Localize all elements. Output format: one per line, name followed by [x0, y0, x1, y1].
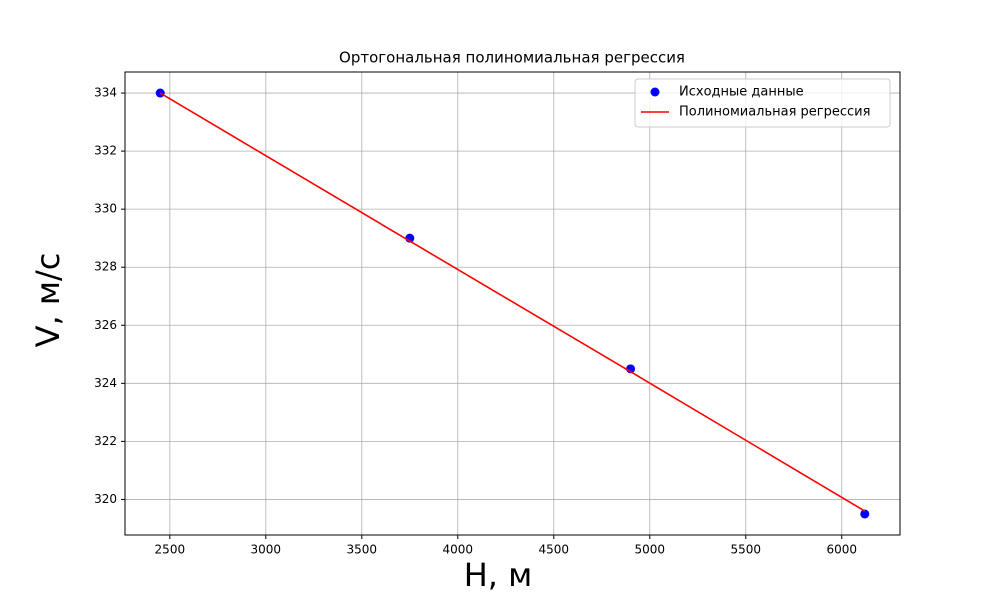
regression-line	[159, 92, 866, 512]
legend: Исходные данные Полиномиальная регрессия	[634, 78, 891, 128]
y-tick-label: 322	[94, 434, 117, 448]
y-axis-label: V, м/с	[29, 253, 67, 348]
legend-label: Полиномиальная регрессия	[679, 105, 870, 120]
legend-marker	[650, 87, 660, 97]
y-tick-label: 324	[94, 376, 117, 390]
y-tick-label: 334	[94, 86, 117, 100]
y-tick-label: 328	[94, 260, 117, 274]
x-tick-label: 6000	[826, 543, 857, 557]
plot-frame	[124, 71, 901, 536]
x-axis-label: H, м	[464, 556, 533, 594]
data-point	[860, 509, 870, 519]
x-tick-label: 4000	[443, 543, 474, 557]
x-tick-label: 5000	[634, 543, 665, 557]
legend-label: Исходные данные	[679, 85, 804, 100]
chart-title: Ортогональная полиномиальная регрессия	[339, 49, 685, 67]
y-tick-label: 320	[94, 492, 117, 506]
legend-box	[634, 78, 891, 128]
x-tick-label: 4500	[539, 543, 570, 557]
y-tick-label: 326	[94, 318, 117, 332]
x-tick-label: 3500	[347, 543, 378, 557]
x-tick-label: 5500	[730, 543, 761, 557]
x-tick-label: 2500	[155, 543, 186, 557]
y-tick-label: 330	[94, 202, 117, 216]
y-tick-label: 332	[94, 144, 117, 158]
x-tick-label: 3000	[251, 543, 282, 557]
